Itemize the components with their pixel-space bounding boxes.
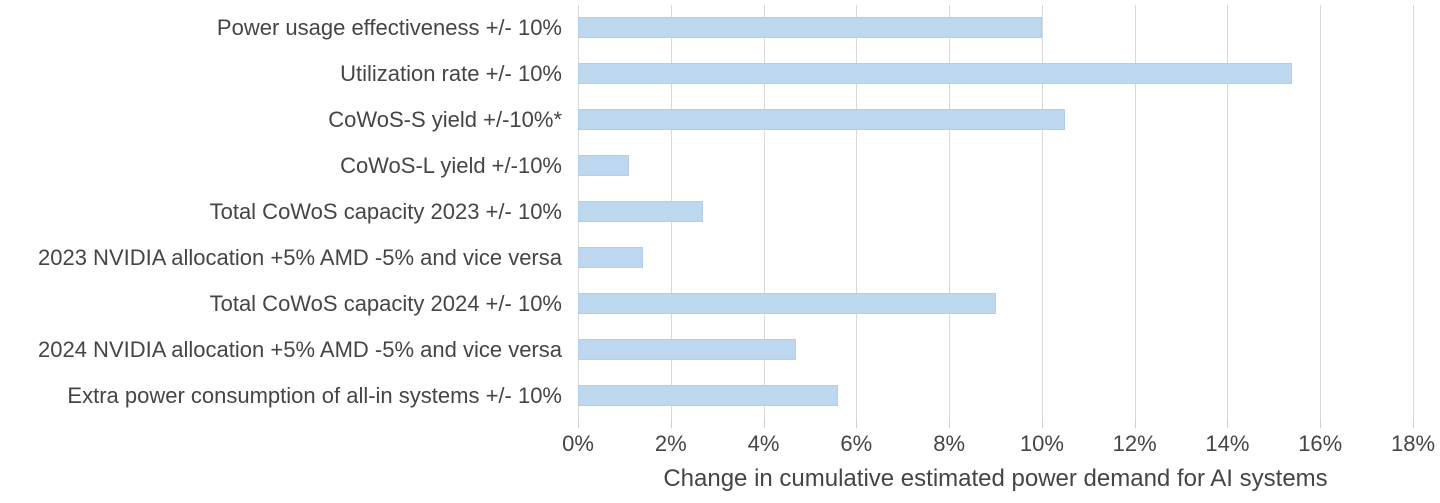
category-axis: Power usage effectiveness +/- 10% Utiliza…	[0, 5, 562, 419]
bar	[578, 155, 630, 176]
bar-row	[578, 143, 1413, 189]
x-axis-tick-label: 14%	[1205, 431, 1250, 456]
x-axis-tick-mark	[1134, 419, 1136, 428]
gridline	[1227, 5, 1229, 419]
bar-row	[578, 5, 1413, 51]
bar-row	[578, 51, 1413, 97]
bar	[578, 17, 1042, 38]
bar-row	[578, 327, 1413, 373]
x-axis-tick-label: 6%	[840, 431, 873, 456]
category-label: CoWoS-S yield +/-10%*	[328, 107, 562, 132]
x-axis-tick-label: 12%	[1112, 431, 1157, 456]
x-axis-tick-label: 4%	[747, 431, 780, 456]
x-axis-tick-mark	[856, 419, 858, 428]
category-label: Extra power consumption of all-in system…	[67, 383, 562, 408]
x-axis-tick-labels: 0% 2% 4% 6% 8% 10% 12% 14% 16% 18%	[562, 431, 1435, 459]
x-axis-tick-label: 16%	[1298, 431, 1343, 456]
x-axis-tick-mark	[949, 419, 951, 428]
category-label: CoWoS-L yield +/-10%	[340, 153, 562, 178]
plot-area	[578, 5, 1414, 428]
x-axis-tick-label: 8%	[933, 431, 965, 456]
x-axis-tick-mark	[670, 419, 672, 428]
bar-row	[578, 373, 1413, 419]
category-label: Power usage effectiveness +/- 10%	[216, 15, 562, 40]
x-axis-tick-mark	[1227, 419, 1229, 428]
bar-row	[578, 189, 1413, 235]
gridline	[856, 5, 858, 419]
bar-row	[578, 235, 1413, 281]
category-label: Total CoWoS capacity 2024 +/- 10%	[209, 291, 562, 316]
bar	[578, 339, 797, 360]
bar	[578, 293, 996, 314]
bar-row	[578, 97, 1413, 143]
bar	[578, 247, 643, 268]
gridline	[949, 5, 951, 419]
x-axis-tick-label: 10%	[1019, 431, 1064, 456]
category-label: Utilization rate +/- 10%	[340, 61, 562, 86]
x-axis-tick-label: 18%	[1390, 431, 1436, 456]
x-axis-tick-mark	[763, 419, 765, 428]
x-axis-title: Change in cumulative estimated power dem…	[663, 465, 1328, 492]
x-axis-tick-label: 0%	[562, 431, 594, 456]
x-axis-tick-label: 2%	[654, 431, 687, 456]
gridline	[1134, 5, 1136, 419]
gridline	[763, 5, 765, 419]
category-label: Total CoWoS capacity 2023 +/- 10%	[209, 199, 562, 224]
category-label: 2023 NVIDIA allocation +5% AMD -5% and v…	[38, 245, 562, 270]
category-label: 2024 NVIDIA allocation +5% AMD -5% and v…	[38, 337, 562, 362]
gridline	[1041, 5, 1043, 419]
bar-row	[578, 281, 1413, 327]
gridline	[1320, 5, 1322, 419]
bar	[578, 385, 838, 406]
bar	[578, 109, 1066, 130]
bar	[578, 201, 704, 222]
bar	[578, 63, 1293, 84]
x-axis-tick-mark	[1320, 419, 1322, 428]
x-axis-tick-mark	[578, 419, 579, 428]
x-axis-tick-mark	[1413, 419, 1414, 428]
gridline	[1413, 5, 1414, 419]
x-axis-tick-mark	[1041, 419, 1043, 428]
